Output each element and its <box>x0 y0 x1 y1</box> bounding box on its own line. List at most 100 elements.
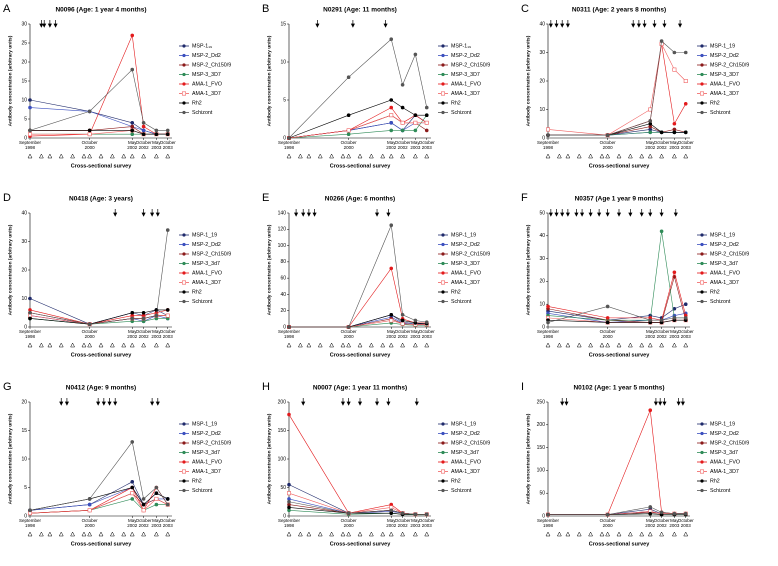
x-tick-label: September 1998 <box>18 518 41 528</box>
series-line <box>29 230 169 325</box>
episode-arrow <box>155 398 160 406</box>
legend-label: AMA-1_3D7 <box>710 91 739 97</box>
data-point <box>400 312 405 317</box>
survey-marker <box>87 342 93 348</box>
series-line <box>29 99 168 135</box>
data-point <box>141 128 146 133</box>
episode-arrow <box>588 209 593 217</box>
legend-label: Schizont <box>451 488 472 494</box>
legend-label: Rh2 <box>710 100 720 106</box>
survey-marker <box>121 153 127 159</box>
series-line <box>289 267 427 328</box>
legend-label: Schizont <box>192 488 213 494</box>
episode-arrow <box>648 209 653 217</box>
survey-marker <box>27 342 33 348</box>
episode-arrow <box>642 20 647 28</box>
legend-marker <box>441 488 445 493</box>
survey-marker <box>109 153 115 159</box>
x-tick-label: September 1998 <box>536 140 559 150</box>
episode-arrow <box>155 209 160 217</box>
data-point <box>400 318 405 323</box>
survey-marker <box>565 153 571 159</box>
data-point <box>672 50 677 55</box>
series-line <box>29 298 168 325</box>
data-point <box>130 491 135 496</box>
episode-arrow <box>565 20 570 28</box>
data-point <box>165 128 170 133</box>
data-point <box>87 497 92 501</box>
survey-marker <box>400 531 406 537</box>
panel: F N0357 (Age 1 year 9 months) Antibody con… <box>518 189 777 377</box>
legend-marker <box>441 233 445 237</box>
survey-marker <box>47 531 53 537</box>
data-point <box>346 128 351 133</box>
legend-marker <box>441 44 445 48</box>
data-point <box>683 302 688 306</box>
data-point <box>87 128 92 133</box>
data-point <box>424 512 429 517</box>
survey-marker <box>329 342 335 348</box>
legend-label: MSP-1₁₉ <box>192 43 212 49</box>
x-tick-label: October 2002 <box>135 140 152 150</box>
survey-marker <box>576 342 582 348</box>
panel-letter: H <box>262 381 270 393</box>
y-tick-label: 10 <box>21 97 27 103</box>
legend-label: Rh2 <box>710 289 720 295</box>
y-tick-label: 15 <box>21 78 27 84</box>
series-line <box>547 306 686 323</box>
legend-label: MSP-2_Dd2 <box>192 53 221 59</box>
survey-marker <box>357 342 363 348</box>
episode-arrow <box>53 20 58 28</box>
y-tick-label: 10 <box>280 59 286 65</box>
legend-marker <box>182 431 186 436</box>
legend-label: Schizont <box>710 110 731 116</box>
legend-label: MSP-3_3d7 <box>451 450 479 456</box>
data-point <box>287 497 291 501</box>
legend-marker <box>700 469 705 474</box>
data-point <box>683 79 688 84</box>
panel: D N0418 (Age: 3 years) Antibody concentrat… <box>0 189 259 377</box>
legend-label: AMA-1_FVO <box>192 81 222 87</box>
survey-marker <box>424 531 430 537</box>
x-tick-label: October 2000 <box>81 329 98 339</box>
survey-marker <box>588 342 594 348</box>
data-point <box>28 105 32 110</box>
legend-marker <box>700 290 704 294</box>
legend-label: Schizont <box>710 299 731 305</box>
survey-marker <box>153 153 159 159</box>
data-point <box>130 67 135 72</box>
legend-label: MSP-2_Dd2 <box>451 431 480 437</box>
series-line <box>547 271 687 321</box>
series-line <box>547 303 686 321</box>
y-tick-label: 5 <box>283 97 286 103</box>
x-tick-label: May 2002 <box>386 140 397 150</box>
chart-title: N0102 (Age: 1 year 5 months) <box>573 385 664 392</box>
legend-marker <box>182 63 186 67</box>
data-point <box>28 128 32 133</box>
survey-marker <box>297 531 303 537</box>
survey-marker <box>588 153 594 159</box>
episode-arrow <box>616 209 622 217</box>
data-point <box>130 497 135 501</box>
survey-marker <box>605 531 611 537</box>
data-point <box>424 128 429 133</box>
legend-label: AMA-1_3D7 <box>451 280 480 286</box>
legend-label: MSP-2_Dd2 <box>451 53 480 59</box>
legend-label: AMA-1_FVO <box>451 270 481 276</box>
x-tick-label: October 2000 <box>599 518 616 528</box>
legend-marker <box>182 82 186 86</box>
survey-marker <box>340 342 346 348</box>
y-tick-label: 20 <box>21 399 27 405</box>
plot: I N0102 (Age: 1 year 5 months) Antibody co… <box>521 381 749 548</box>
data-point <box>87 322 92 326</box>
legend-marker <box>441 110 445 115</box>
survey-marker <box>659 531 665 537</box>
legend-marker <box>441 469 446 474</box>
data-point <box>672 127 677 132</box>
legend-label: MSP-1_19 <box>710 421 735 427</box>
legend-label: MSP-1_19 <box>710 43 735 49</box>
legend-marker <box>441 63 445 67</box>
series-line <box>288 115 427 139</box>
legend-label: MSP-2_Ch150/9 <box>710 62 749 68</box>
survey-marker <box>141 342 147 348</box>
